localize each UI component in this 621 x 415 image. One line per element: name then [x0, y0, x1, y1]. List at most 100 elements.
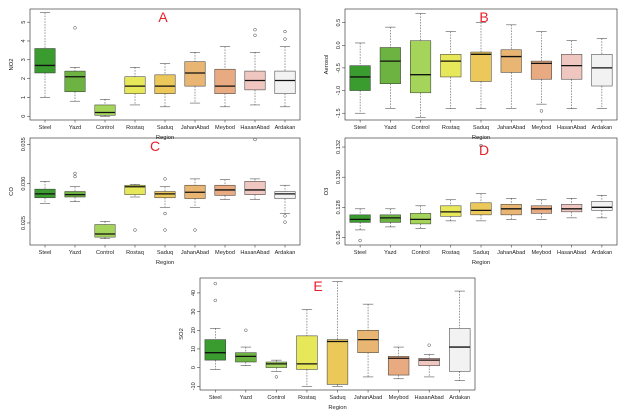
y-tick-label: 20	[191, 327, 197, 333]
panel-label: A	[158, 9, 168, 25]
x-tick-label: HasanAbad	[557, 125, 586, 131]
x-tick-label: Steel	[39, 250, 52, 256]
x-tick-label: HasanAbad	[415, 395, 444, 401]
box-iqr	[154, 191, 176, 199]
panel-d: D 0.126 0.128 0.130 0.132 O3 Region Steel Yazd Co…	[324, 137, 618, 266]
x-tick-label: Saduq	[157, 125, 173, 131]
x-tick-label: Rostaq	[442, 125, 460, 131]
box-iqr	[387, 356, 410, 376]
box-ardakan: Ardakan	[591, 195, 613, 256]
box-iqr	[204, 339, 226, 361]
x-tick-label: Yazd	[69, 125, 81, 131]
box-hasanabad: HasanAbad	[557, 198, 586, 256]
box-iqr	[379, 214, 401, 223]
box-iqr	[64, 70, 86, 93]
box-iqr	[357, 330, 379, 353]
box-iqr	[214, 68, 236, 94]
box-saduq: Saduq	[154, 177, 176, 256]
x-tick-label: Yazd	[384, 250, 396, 256]
box-iqr	[94, 104, 116, 116]
outlier-point	[244, 328, 248, 332]
box-ardakan: Ardakan	[591, 38, 613, 131]
outlier-point	[253, 33, 257, 37]
outlier-point	[253, 28, 257, 32]
y-tick-label: 0	[21, 115, 27, 118]
outlier-point	[73, 174, 77, 179]
y-axis-title: NO2	[9, 59, 15, 71]
x-tick-label: Steel	[39, 125, 52, 131]
y-tick-label: 1	[21, 96, 27, 99]
x-tick-label: HasanAbad	[557, 250, 586, 256]
y-tick-label: 0.5	[336, 19, 342, 27]
box-yazd: Yazd	[379, 208, 401, 256]
box-steel: Steel	[349, 42, 371, 131]
box-hasanabad: HasanAbad	[557, 40, 586, 131]
box-yazd: Yazd	[64, 171, 86, 256]
box-iqr	[410, 40, 432, 94]
y-tick-label: 0.030	[21, 177, 27, 191]
x-tick-label: JahanAbad	[181, 250, 209, 256]
box-iqr	[349, 214, 371, 223]
box-rostaq: Rostaq	[296, 309, 318, 401]
y-tick-label: 3	[21, 58, 27, 61]
box-iqr	[500, 49, 522, 73]
box-iqr	[470, 51, 492, 82]
box-saduq: Saduq	[154, 63, 176, 131]
y-tick-label: 0.035	[21, 137, 27, 151]
x-tick-label: Control	[267, 395, 285, 401]
panel-label: D	[479, 142, 489, 158]
box-iqr	[440, 54, 462, 78]
box-control: Control	[410, 205, 432, 256]
box-iqr	[235, 352, 257, 363]
x-tick-label: JahanAbad	[497, 250, 525, 256]
outlier-point	[358, 238, 362, 243]
y-axis-title: Aerosol	[324, 55, 330, 75]
x-tick-label: Control	[96, 125, 114, 131]
x-tick-label: JahanAbad	[181, 125, 209, 131]
x-tick-label: Meybod	[215, 125, 235, 131]
x-axis-title: Region	[328, 405, 346, 411]
y-tick-label: 10	[191, 346, 197, 352]
box-steel: Steel	[34, 12, 56, 131]
y-axis-title: SO2	[179, 328, 185, 340]
y-tick-label: -10	[191, 382, 197, 390]
panel-c: C 0.025 0.030 0.035 CO Region Steel Yazd Control…	[9, 137, 301, 266]
outlier-point	[274, 375, 279, 379]
box-jahanabad: JahanAbad	[497, 198, 525, 256]
y-tick-label: 5	[21, 21, 27, 24]
box-iqr	[449, 328, 471, 372]
box-saduq: Saduq	[470, 22, 492, 131]
x-tick-label: HasanAbad	[240, 250, 269, 256]
x-tick-label: Rostaq	[298, 395, 316, 401]
x-tick-label: Saduq	[473, 250, 489, 256]
y-tick-label: 0.025	[21, 216, 27, 230]
x-tick-label: Yazd	[240, 395, 252, 401]
y-tick-label: -1.5	[336, 108, 342, 118]
box-rostaq: Rostaq	[440, 199, 462, 256]
x-tick-label: Yazd	[69, 250, 81, 256]
box-rostaq: Rostaq	[124, 67, 146, 131]
x-tick-label: JahanAbad	[354, 395, 382, 401]
x-tick-label: Rostaq	[126, 250, 144, 256]
box-iqr	[184, 61, 206, 87]
outlier-point	[133, 228, 137, 232]
y-tick-label: 2	[21, 77, 27, 80]
box-iqr	[561, 204, 583, 213]
box-steel: Steel	[34, 181, 56, 256]
box-yazd: Yazd	[379, 26, 401, 131]
box-iqr	[124, 184, 146, 195]
x-tick-label: Meybod	[531, 125, 551, 131]
outlier-point	[283, 220, 287, 224]
x-tick-label: Steel	[354, 125, 367, 131]
outlier-point	[479, 143, 483, 148]
x-tick-label: Meybod	[531, 250, 551, 256]
x-tick-label: Yazd	[384, 125, 396, 131]
outlier-point	[283, 37, 287, 41]
box-ardakan: Ardakan	[449, 290, 471, 401]
x-tick-label: Meybod	[389, 395, 409, 401]
box-iqr	[154, 74, 176, 94]
x-tick-label: HasanAbad	[240, 125, 269, 131]
box-steel: Steel	[204, 281, 226, 401]
x-tick-label: Ardakan	[591, 250, 612, 256]
